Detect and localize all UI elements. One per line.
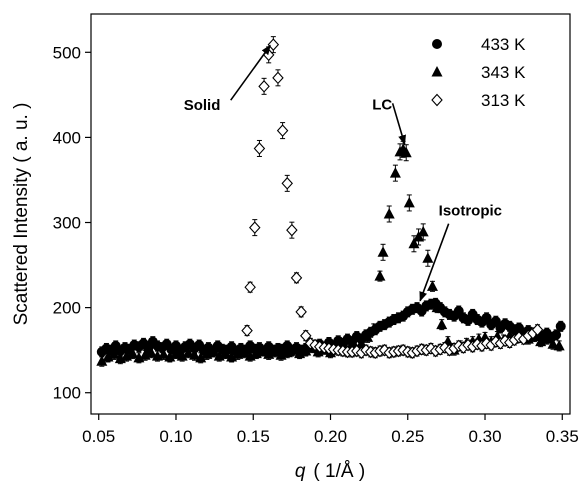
x-tick-label: 0.30: [468, 427, 501, 446]
y-tick-label: 500: [53, 43, 81, 62]
data-point: [417, 225, 429, 237]
x-axis-title: q ( 1/Å ): [295, 461, 365, 482]
annotation-label: LC: [372, 96, 392, 113]
data-point: [145, 346, 157, 358]
annotation-arrow: [391, 103, 406, 146]
data-point: [158, 348, 170, 359]
data-point: [276, 124, 289, 137]
data-point: [290, 271, 303, 285]
data-point: [531, 323, 544, 337]
data-point: [96, 355, 108, 366]
data-point: [286, 223, 298, 237]
data-point: [383, 208, 395, 219]
data-point: [389, 167, 401, 178]
x-axis-symbol: q: [295, 461, 306, 482]
annotations: Solid LC Isotropic: [184, 44, 502, 302]
data-point: [257, 345, 269, 356]
x-axis-ticks: 0.05 0.10 0.15 0.20 0.25 0.30 0.35: [82, 414, 579, 446]
legend-label: 343 K: [481, 63, 526, 82]
series-343-k: [96, 140, 565, 367]
y-axis-title: Scattered Intensity ( a. u. ): [11, 103, 32, 326]
data-point: [436, 318, 448, 330]
data-point: [426, 280, 438, 291]
data-point: [164, 350, 176, 362]
x-tick-label: 0.20: [314, 427, 347, 446]
data-point: [219, 347, 231, 359]
annotation-arrow: [419, 223, 450, 302]
x-tick-label: 0.05: [82, 427, 115, 446]
data-point: [300, 345, 312, 356]
data-point: [241, 324, 253, 337]
data-point: [272, 71, 284, 85]
legend-label: 433 K: [481, 35, 526, 54]
x-tick-label: 0.15: [237, 427, 270, 446]
data-point: [108, 348, 120, 359]
data-point: [207, 345, 219, 357]
data-point: [262, 48, 275, 62]
data-point: [403, 196, 415, 208]
series-313-k: [241, 36, 544, 360]
data-point: [553, 339, 565, 351]
data-point: [295, 305, 307, 319]
data-point: [189, 349, 201, 360]
legend: 433 K 343 K 313 K: [431, 35, 526, 110]
data-point: [287, 344, 299, 355]
data-layer: [96, 36, 566, 367]
data-point: [547, 338, 559, 349]
data-point: [551, 329, 562, 340]
legend-marker: [431, 93, 443, 107]
legend-marker: [431, 66, 443, 77]
data-point: [244, 280, 256, 294]
y-tick-label: 300: [53, 214, 81, 233]
y-tick-label: 400: [53, 128, 81, 147]
data-point: [541, 333, 553, 344]
data-point: [555, 321, 566, 332]
data-point: [267, 38, 280, 51]
x-tick-label: 0.10: [159, 427, 192, 446]
data-point: [127, 347, 139, 359]
y-axis-ticks: 100 200 300 400 500: [53, 43, 91, 403]
data-point: [269, 345, 281, 357]
data-point: [374, 270, 386, 281]
data-point: [408, 237, 420, 249]
data-point: [170, 347, 182, 359]
annotation-label: Isotropic: [439, 203, 502, 220]
y-tick-label: 200: [53, 299, 81, 318]
annotation-arrow: [230, 44, 271, 101]
data-point: [368, 322, 380, 334]
legend-marker: [432, 39, 442, 49]
data-point: [422, 252, 434, 263]
data-point: [249, 221, 261, 234]
data-point: [362, 331, 374, 342]
x-tick-label: 0.35: [546, 427, 579, 446]
data-point: [377, 246, 389, 257]
data-point: [431, 301, 443, 313]
legend-label: 313 K: [481, 91, 526, 110]
data-point: [281, 177, 293, 190]
annotation-label: Solid: [184, 97, 221, 114]
data-point: [400, 146, 412, 158]
data-point: [258, 80, 270, 93]
y-tick-label: 100: [53, 384, 81, 403]
x-axis-unit: ( 1/Å ): [313, 461, 365, 482]
data-point: [195, 351, 207, 363]
data-point: [182, 346, 194, 358]
x-tick-label: 0.25: [391, 427, 424, 446]
data-point: [176, 350, 188, 361]
data-point: [238, 346, 250, 358]
data-point: [253, 142, 266, 155]
